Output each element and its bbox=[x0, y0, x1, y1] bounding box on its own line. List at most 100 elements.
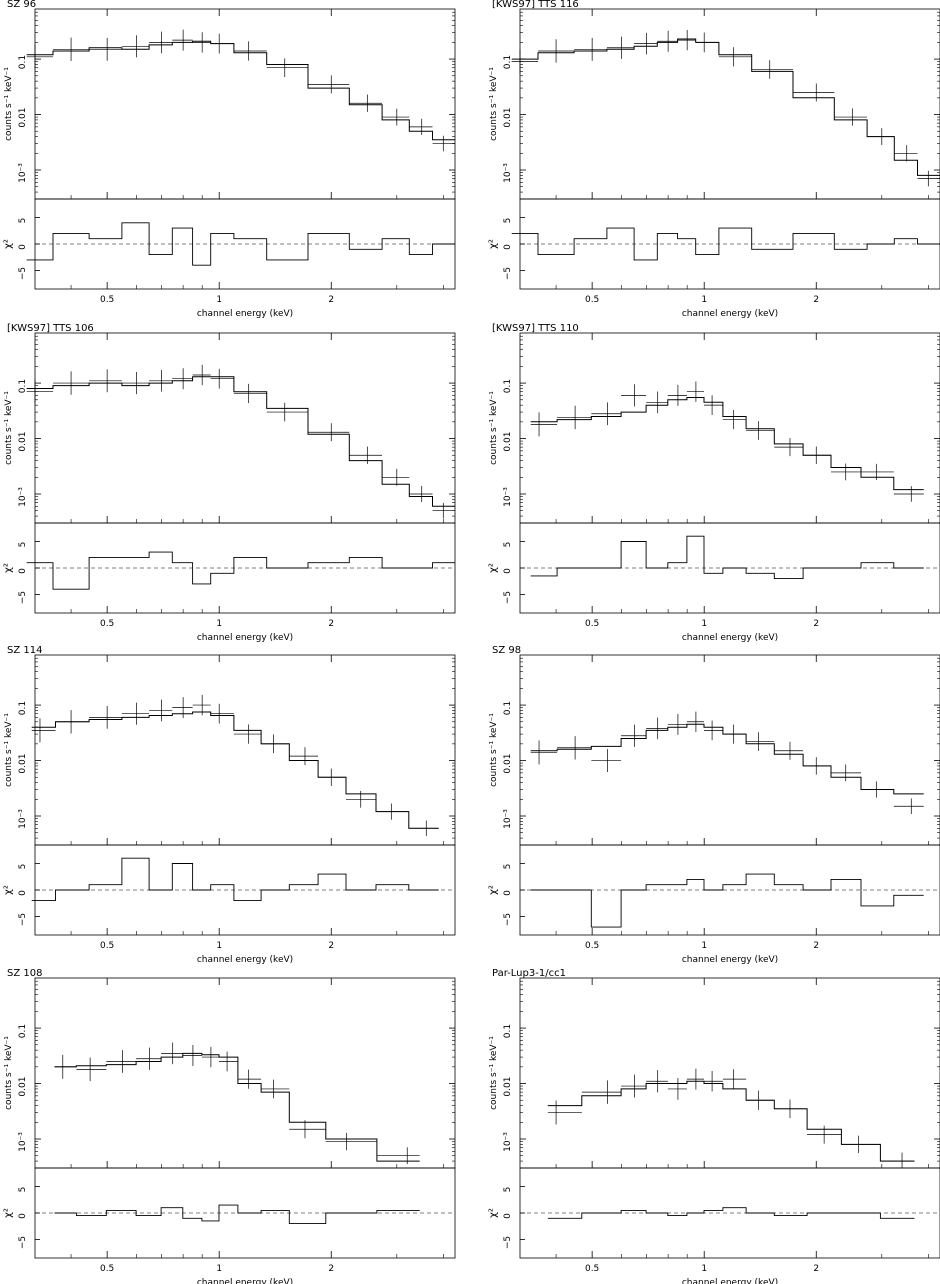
y-tick-label: 0.01 bbox=[503, 754, 513, 774]
res-tick-label: 0 bbox=[503, 890, 513, 896]
res-tick-label: 5 bbox=[18, 218, 28, 224]
y-axis-label: counts s⁻¹ keV⁻¹ bbox=[489, 713, 499, 787]
res-tick-label: 0 bbox=[503, 244, 513, 250]
panel-title: SZ 96 bbox=[7, 0, 36, 10]
spectrum-frame bbox=[34, 654, 456, 846]
y-tick-label: 0.01 bbox=[18, 1077, 28, 1097]
residual-line bbox=[54, 1204, 420, 1225]
panel-title: SZ 98 bbox=[492, 645, 521, 656]
x-tick-label: 2 bbox=[813, 1264, 819, 1274]
residual-line bbox=[530, 873, 924, 928]
y-axis-label: counts s⁻¹ keV⁻¹ bbox=[4, 713, 14, 787]
x-tick-label: 0.5 bbox=[100, 1264, 114, 1274]
res-tick-label: −5 bbox=[18, 267, 28, 280]
res-tick-label: 5 bbox=[18, 864, 28, 870]
spectrum-frame bbox=[34, 8, 456, 200]
x-axis-label: channel energy (keV) bbox=[682, 633, 778, 643]
y-axis-label: counts s⁻¹ keV⁻¹ bbox=[489, 391, 499, 465]
y-tick-label: 0.1 bbox=[18, 1024, 28, 1038]
spectrum-panel: SZ 108 10⁻³ 0.01 0.1 counts s⁻¹ keV⁻¹ 0.5 1 2 ch… bbox=[3, 968, 456, 1284]
spectrum-panel: [KWS97] TTS 116 10⁻³ 0.01 0.1 counts s⁻¹ keV… bbox=[488, 0, 940, 319]
res-tick-label: 5 bbox=[503, 218, 513, 224]
x-tick-label: 2 bbox=[328, 1264, 334, 1274]
y-axis-label: counts s⁻¹ keV⁻¹ bbox=[489, 67, 499, 141]
x-tick-label: 1 bbox=[701, 295, 707, 305]
model-line bbox=[26, 40, 455, 141]
res-axis-label: χ² bbox=[488, 563, 499, 573]
y-tick-label: 0.1 bbox=[503, 701, 513, 715]
residual-line bbox=[26, 222, 455, 266]
y-tick-label: 0.1 bbox=[503, 1024, 513, 1038]
y-tick-label: 0.01 bbox=[18, 432, 28, 452]
res-tick-label: 0 bbox=[18, 568, 28, 574]
residual-line bbox=[511, 227, 940, 261]
model-line bbox=[530, 397, 924, 491]
x-tick-label: 0.5 bbox=[100, 619, 114, 629]
x-tick-label: 0.5 bbox=[100, 295, 114, 305]
res-tick-label: 0 bbox=[18, 890, 28, 896]
y-tick-label: 10⁻³ bbox=[18, 809, 28, 829]
y-axis-label: counts s⁻¹ keV⁻¹ bbox=[4, 67, 14, 141]
x-tick-label: 2 bbox=[328, 295, 334, 305]
res-axis-label: χ² bbox=[3, 563, 14, 573]
spectrum-panel: SZ 98 10⁻³ 0.01 0.1 counts s⁻¹ keV⁻¹ 0.5 1 2 cha… bbox=[488, 645, 940, 965]
y-tick-label: 10⁻³ bbox=[18, 1132, 28, 1152]
model-line bbox=[511, 38, 940, 176]
spectrum-frame bbox=[34, 332, 456, 524]
residual-line bbox=[31, 857, 439, 902]
x-tick-label: 1 bbox=[701, 941, 707, 951]
x-tick-label: 0.5 bbox=[585, 941, 599, 951]
model-line bbox=[54, 1052, 420, 1162]
res-tick-label: 5 bbox=[18, 542, 28, 548]
res-tick-label: 0 bbox=[503, 568, 513, 574]
spectrum-panel: SZ 114 10⁻³ 0.01 0.1 counts s⁻¹ keV⁻¹ 0.5 1 2 ch… bbox=[3, 645, 456, 965]
residual-line bbox=[530, 535, 924, 580]
model-line bbox=[26, 376, 455, 507]
y-tick-label: 10⁻³ bbox=[503, 1132, 513, 1152]
y-axis-label: counts s⁻¹ keV⁻¹ bbox=[489, 1036, 499, 1110]
model-line bbox=[547, 1080, 915, 1162]
res-tick-label: 0 bbox=[18, 244, 28, 250]
x-tick-label: 1 bbox=[701, 1264, 707, 1274]
res-axis-label: χ² bbox=[3, 239, 14, 249]
y-tick-label: 10⁻³ bbox=[18, 487, 28, 507]
spectrum-frame bbox=[34, 977, 456, 1169]
y-tick-label: 10⁻³ bbox=[503, 487, 513, 507]
y-axis-label: counts s⁻¹ keV⁻¹ bbox=[4, 391, 14, 465]
res-tick-label: 5 bbox=[18, 1187, 28, 1193]
spectrum-frame bbox=[519, 8, 940, 200]
y-tick-label: 0.01 bbox=[18, 754, 28, 774]
panel-title: SZ 114 bbox=[7, 645, 42, 656]
res-tick-label: −5 bbox=[503, 267, 513, 280]
y-tick-label: 0.1 bbox=[18, 701, 28, 715]
y-tick-label: 10⁻³ bbox=[503, 163, 513, 183]
res-tick-label: −5 bbox=[503, 1236, 513, 1249]
y-tick-label: 0.01 bbox=[18, 108, 28, 128]
res-tick-label: 5 bbox=[503, 1187, 513, 1193]
y-tick-label: 0.1 bbox=[503, 379, 513, 393]
x-axis-label: channel energy (keV) bbox=[197, 633, 293, 643]
x-axis-label: channel energy (keV) bbox=[197, 955, 293, 965]
y-tick-label: 0.1 bbox=[503, 55, 513, 69]
res-tick-label: −5 bbox=[18, 1236, 28, 1249]
x-tick-label: 1 bbox=[216, 1264, 222, 1274]
spectrum-frame bbox=[519, 977, 940, 1169]
x-tick-label: 2 bbox=[813, 941, 819, 951]
x-tick-label: 2 bbox=[328, 619, 334, 629]
residual-line bbox=[547, 1207, 915, 1219]
y-tick-label: 10⁻³ bbox=[18, 163, 28, 183]
y-tick-label: 0.01 bbox=[503, 432, 513, 452]
spectrum-panel: [KWS97] TTS 110 10⁻³ 0.01 0.1 counts s⁻¹ keV… bbox=[488, 323, 940, 643]
x-tick-label: 0.5 bbox=[585, 295, 599, 305]
res-tick-label: −5 bbox=[18, 913, 28, 926]
panel-title: SZ 108 bbox=[7, 968, 42, 979]
res-tick-label: 5 bbox=[503, 542, 513, 548]
res-axis-label: χ² bbox=[3, 1208, 14, 1218]
spectrum-frame bbox=[519, 332, 940, 524]
x-tick-label: 1 bbox=[216, 941, 222, 951]
spectrum-panel: [KWS97] TTS 106 10⁻³ 0.01 0.1 counts s⁻¹ keV… bbox=[3, 323, 456, 643]
x-axis-label: channel energy (keV) bbox=[682, 1278, 778, 1284]
y-tick-label: 0.01 bbox=[503, 108, 513, 128]
res-tick-label: −5 bbox=[503, 913, 513, 926]
